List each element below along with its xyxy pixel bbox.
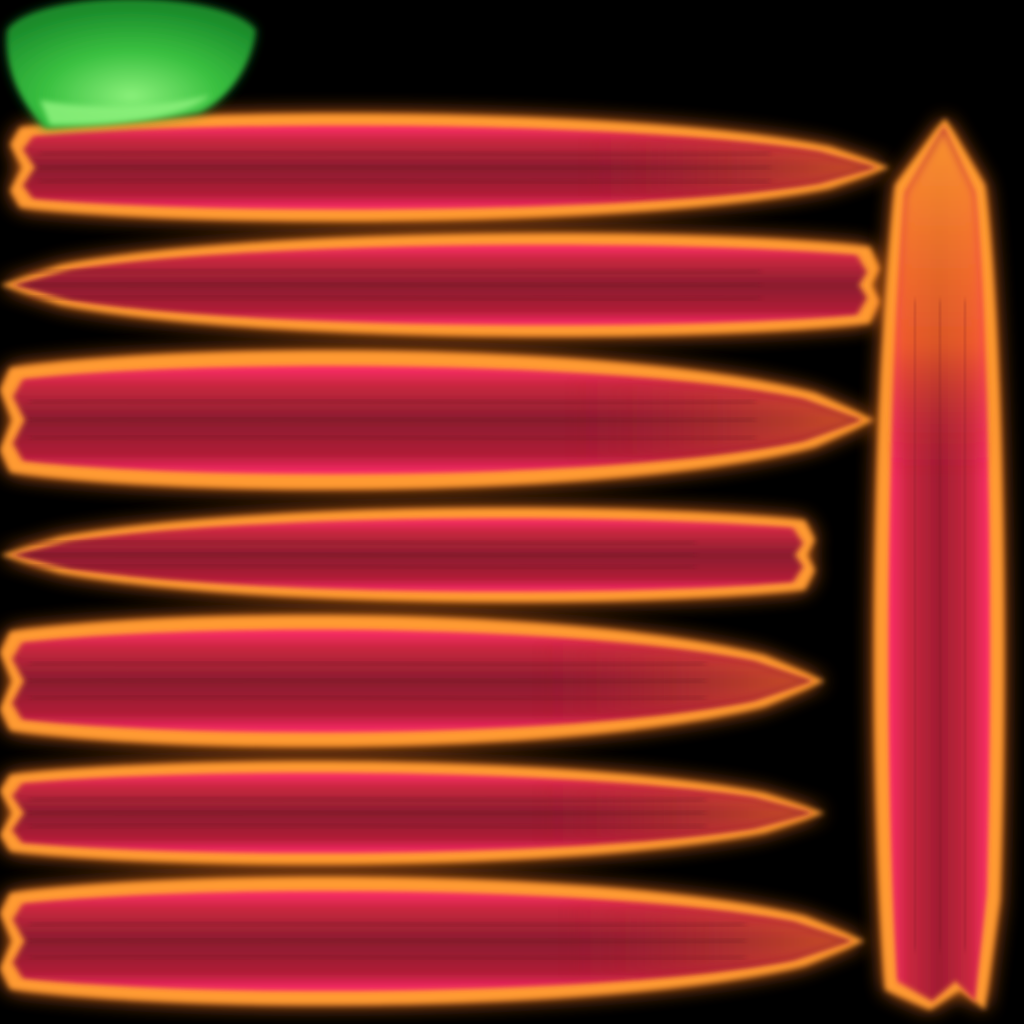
petal-strip-1 — [10, 113, 890, 222]
petal-strip-2 — [0, 233, 880, 337]
green-sepal — [7, 0, 255, 128]
petal-strip-3 — [0, 350, 875, 490]
petal-strip-7 — [0, 876, 865, 1006]
petal-strip-5 — [0, 615, 825, 747]
petal-strip-vertical — [874, 118, 1005, 1010]
petal-strip-6 — [0, 761, 825, 865]
petal-strip-4 — [0, 507, 815, 603]
